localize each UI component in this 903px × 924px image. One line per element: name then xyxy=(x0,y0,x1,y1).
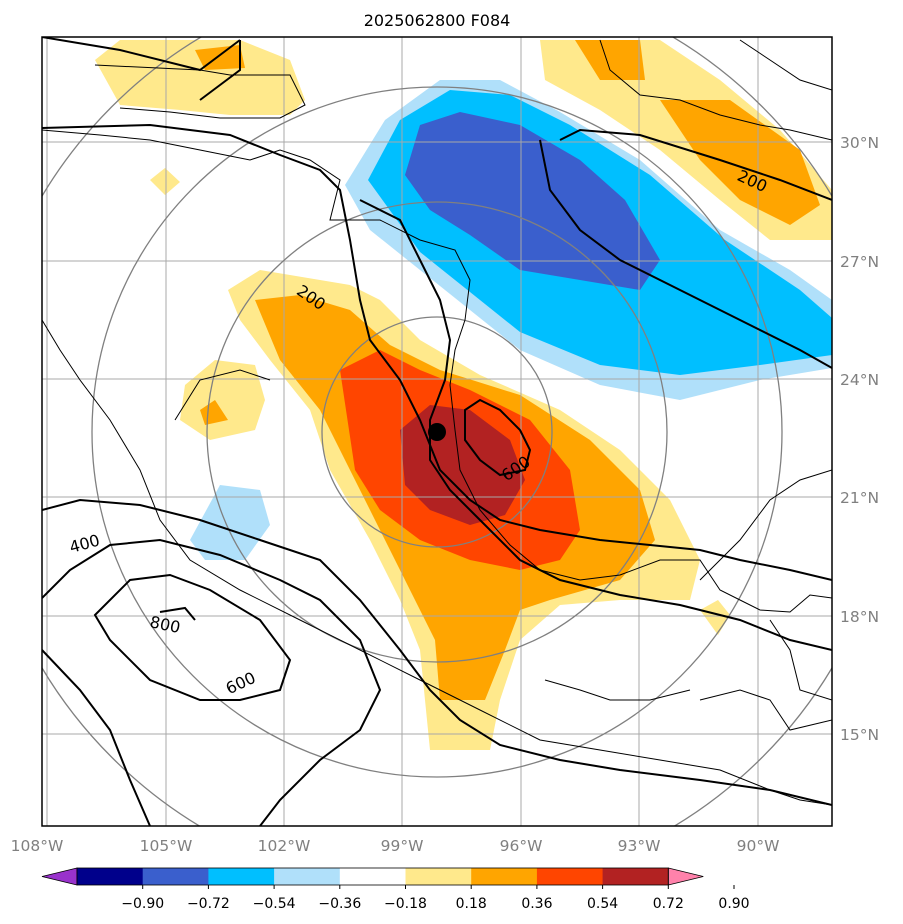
lat-label: 18°N xyxy=(840,608,879,626)
colorbar-bin xyxy=(405,868,472,885)
colorbar-bin xyxy=(536,868,604,885)
lat-label: 15°N xyxy=(840,726,879,744)
lat-label: 27°N xyxy=(840,253,879,271)
colorbar-bin xyxy=(274,868,341,885)
positive-anomaly-ne xyxy=(540,40,832,240)
colorbar-extend-low xyxy=(41,867,78,886)
coastlines xyxy=(42,39,832,806)
colorbar-bin xyxy=(142,868,209,885)
colorbar-tick-label: 0.36 xyxy=(521,896,552,912)
colorbar-tick-label: 0.54 xyxy=(587,896,618,912)
lon-labels: 108°W 105°W 102°W 99°W 96°W 93°W 90°W xyxy=(11,837,780,855)
lon-label: 105°W xyxy=(140,837,193,855)
lat-labels: 30°N 27°N 24°N 21°N 18°N 15°N xyxy=(840,134,879,744)
colorbar-bin xyxy=(471,868,538,885)
range-rings xyxy=(42,37,832,826)
colorbar-tick-label: −0.90 xyxy=(121,896,164,912)
lat-label: 30°N xyxy=(840,134,879,152)
map-panel: 200 200 600 400 800 600 xyxy=(42,37,832,826)
colorbar-tick-label: −0.36 xyxy=(318,896,361,912)
colorbar-tick-label: −0.54 xyxy=(253,896,296,912)
lon-label: 99°W xyxy=(381,837,424,855)
colorbar-bin xyxy=(602,868,669,885)
lat-label: 24°N xyxy=(840,371,879,389)
colorbar: −0.90 −0.72 −0.54 −0.36 −0.18 0.18 0.36 0.54 0.7… xyxy=(41,867,750,912)
colorbar-tick-label: −0.72 xyxy=(187,896,230,912)
lon-label: 93°W xyxy=(618,837,661,855)
negative-anomaly-area xyxy=(345,80,832,400)
figure-title: 2025062800 F084 xyxy=(364,11,511,30)
graticule xyxy=(42,37,832,826)
colorbar-outline xyxy=(76,867,669,886)
height-contours xyxy=(42,37,832,826)
negative-anomaly-small xyxy=(190,485,270,560)
colorbar-tick-label: 0.90 xyxy=(718,896,749,912)
colorbar-bin xyxy=(339,868,406,885)
colorbar-extend-high xyxy=(667,867,704,886)
map-frame xyxy=(41,36,833,827)
colorbar-bin xyxy=(77,868,144,885)
colorbar-tick-label: −0.18 xyxy=(384,896,427,912)
colorbar-bin xyxy=(208,868,275,885)
lat-label: 21°N xyxy=(840,489,879,507)
storm-center-dot xyxy=(428,423,446,441)
lon-label: 96°W xyxy=(500,837,543,855)
lon-label: 90°W xyxy=(737,837,780,855)
lon-label: 108°W xyxy=(11,837,64,855)
lon-label: 102°W xyxy=(258,837,311,855)
colorbar-tick-label: 0.72 xyxy=(653,896,684,912)
colorbar-tick-label: 0.18 xyxy=(456,896,487,912)
